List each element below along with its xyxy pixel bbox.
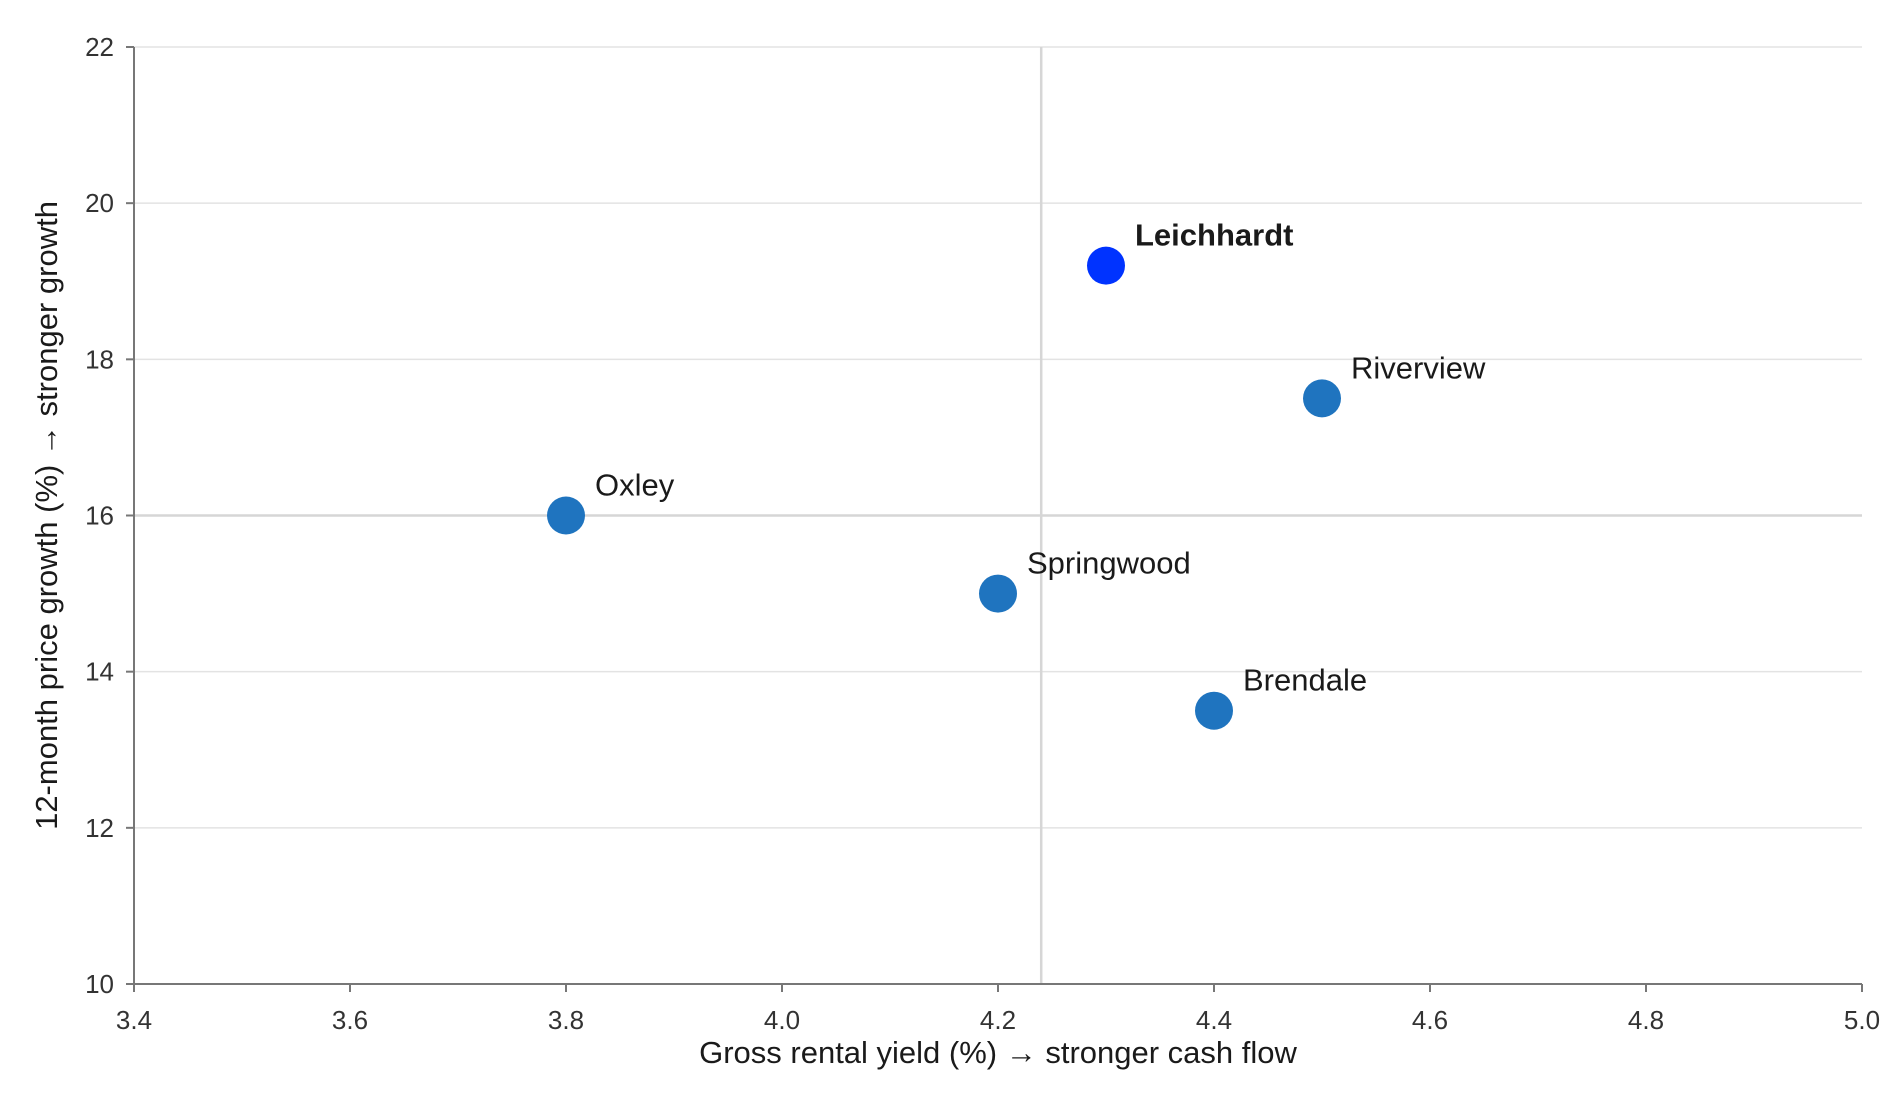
point-label-oxley: Oxley [595,468,675,503]
reference-lines [134,47,1862,984]
y-tick-label: 12 [85,813,114,843]
x-axis-title: Gross rental yield (%) → stronger cash f… [699,1035,1297,1070]
x-tick-label: 3.4 [116,1005,152,1035]
x-tick-label: 4.0 [764,1005,800,1035]
data-point-leichhardt [1087,246,1125,285]
x-tick-label: 4.6 [1412,1005,1448,1035]
y-axis-title: 12-month price growth (%) → stronger gro… [29,201,64,830]
grid-lines [134,46,1862,829]
point-label-brendale: Brendale [1243,663,1367,698]
data-points [547,246,1341,730]
point-labels: Leichhardt Riverview Oxley Springwood Brenda… [595,218,1486,698]
point-label-riverview: Riverview [1351,350,1486,385]
x-tick-label: 5.0 [1844,1005,1880,1035]
y-tick-label: 16 [85,501,114,531]
y-tick-label: 22 [85,32,114,62]
x-tick-label: 3.6 [332,1005,368,1035]
y-tick-label: 20 [85,188,114,218]
x-tick-label: 4.2 [980,1005,1016,1035]
data-point-brendale [1195,691,1233,730]
data-point-springwood [979,574,1017,613]
point-label-springwood: Springwood [1027,546,1191,581]
y-tick-label: 14 [85,657,114,687]
x-tick-label: 4.4 [1196,1005,1232,1035]
x-tick-label: 3.8 [548,1005,584,1035]
tick-labels: 10 12 14 16 18 20 22 3.4 3.6 3.8 4.0 4.2 4.4 4.6 4.8 5.… [85,32,1880,1035]
data-point-oxley [547,496,585,535]
x-tick-label: 4.8 [1628,1005,1664,1035]
y-tick-label: 18 [85,344,114,374]
data-point-riverview [1303,379,1341,418]
axes [126,46,1863,992]
y-tick-label: 10 [85,969,114,999]
point-label-leichhardt: Leichhardt [1135,218,1293,253]
